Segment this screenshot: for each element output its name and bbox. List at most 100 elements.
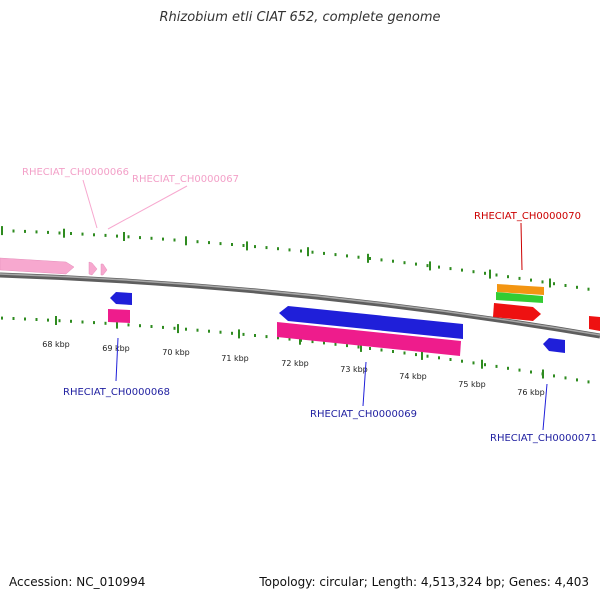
outer-ring-minor-tick [311,250,314,254]
outer-ring-minor-tick [47,230,49,234]
outer-ring-minor-tick [587,287,590,291]
inner-ring-major-tick [116,319,118,329]
tick-label: 74 kbp [399,372,427,381]
inner-ring-major-tick [421,350,423,360]
gene-feature-0000066[interactable] [0,257,75,275]
outer-ring-minor-tick [461,268,463,272]
outer-ring-minor-tick [564,284,567,287]
inner-ring-major-tick [481,359,483,369]
outer-ring-minor-tick [127,235,130,239]
outer-tick-ring [1,226,590,291]
inner-ring-minor-tick [254,334,256,337]
inner-ring-minor-tick [380,348,383,352]
inner-ring-minor-tick [58,319,61,323]
gene-label-0000067[interactable]: RHECIAT_CH0000067 [132,174,239,185]
inner-ring-minor-tick [472,361,475,365]
inner-ring-minor-tick [231,331,233,335]
callout-lines [82,179,548,431]
outer-ring-major-tick [549,278,551,288]
inner-ring-major-tick [238,329,240,339]
outer-ring-minor-tick [104,233,107,237]
gene-label-0000071[interactable]: RHECIAT_CH0000071 [490,433,597,444]
gene-label-0000069[interactable]: RHECIAT_CH0000069 [310,409,417,420]
gene-feature-0000071-blue[interactable] [543,338,565,353]
inner-ring-major-tick [360,342,362,352]
inner-ring-minor-tick [127,323,130,327]
outer-ring-minor-tick [70,232,72,235]
tick-label: 68 kbp [42,340,70,349]
gene-feature-0000070-red[interactable] [493,303,541,321]
gene-feature-0000069-blue[interactable] [279,306,463,339]
outer-ring-major-tick [123,232,125,241]
gene-feature-0000068-magenta[interactable] [108,309,130,323]
outer-ring-minor-tick [242,244,245,247]
outer-ring-minor-tick [150,236,153,240]
inner-ring-minor-tick [587,380,590,384]
outer-ring-minor-tick [357,255,360,259]
inner-ring-minor-tick [104,321,107,325]
outer-ring-minor-tick [323,251,325,255]
outer-ring-minor-tick [219,242,222,246]
outer-ring-minor-tick [265,246,268,250]
outer-ring-minor-tick [277,247,279,251]
outer-ring-minor-tick [415,262,417,266]
inner-ring-major-tick [299,335,301,345]
outer-ring-minor-tick [541,280,544,284]
accession-text: Accession: NC_010994 [9,575,146,589]
outer-ring-minor-tick [369,257,371,260]
outer-ring-major-tick [367,253,369,263]
outer-ring-minor-tick [334,253,337,257]
outer-ring-minor-tick [438,265,440,269]
outer-ring-major-tick [489,269,491,279]
genome-backbone-highlight [0,273,600,336]
outer-ring-minor-tick [139,236,141,240]
inner-ring-minor-tick [24,317,26,321]
inner-ring-minor-tick [334,342,337,346]
outer-ring-minor-tick [495,273,498,277]
outer-ring-minor-tick [472,270,475,274]
gene-feature-0000070-orange[interactable] [497,284,544,295]
inner-ring-minor-tick [576,378,578,382]
gene-label-0000066[interactable]: RHECIAT_CH0000066 [22,167,129,178]
outer-ring-major-tick [63,228,65,238]
outer-ring-minor-tick [426,264,429,268]
gene-feature-right-red[interactable] [589,316,600,331]
tick-label: 71 kbp [221,354,249,363]
gene-label-0000068[interactable]: RHECIAT_CH0000068 [63,387,170,398]
gene-feature-0000067a[interactable] [88,261,98,276]
outer-ring-minor-tick [380,258,383,262]
inner-ring-minor-tick [242,332,245,336]
outer-ring-minor-tick [392,259,394,263]
inner-ring-minor-tick [426,354,429,358]
inner-ring-major-tick [177,324,179,334]
inner-ring-minor-tick [346,344,348,348]
inner-ring-minor-tick [1,316,3,320]
inner-ring-minor-tick [150,325,153,328]
gene-label-0000070[interactable]: RHECIAT_CH0000070 [474,211,581,222]
inner-ring-minor-tick [162,325,164,329]
outer-ring-major-tick [1,226,3,236]
gene-feature-0000070-green[interactable] [496,292,543,303]
genome-summary-text: Topology: circular; Length: 4,513,324 bp… [259,575,589,589]
outer-ring-minor-tick [173,238,176,242]
outer-ring-minor-tick [93,233,95,237]
outer-ring-minor-tick [518,276,521,280]
outer-ring-minor-tick [449,267,452,271]
inner-ring-minor-tick [392,350,394,353]
inner-ring-minor-tick [495,364,498,368]
inner-ring-minor-tick [507,366,509,370]
outer-ring-minor-tick [24,229,26,233]
outer-ring-minor-tick [346,254,348,258]
outer-ring-minor-tick [81,232,84,236]
gene-feature-0000069-magenta[interactable] [277,322,461,356]
gene-feature-0000068-blue[interactable] [110,292,132,305]
outer-ring-minor-tick [484,271,486,275]
inner-ring-minor-tick [449,358,452,361]
inner-ring-major-tick [542,369,544,379]
tick-label: 75 kbp [458,380,486,389]
tick-label: 72 kbp [281,359,309,368]
gene-feature-0000067b[interactable] [100,263,108,276]
genome-backbone [0,272,600,339]
tick-label: 69 kbp [102,344,130,353]
